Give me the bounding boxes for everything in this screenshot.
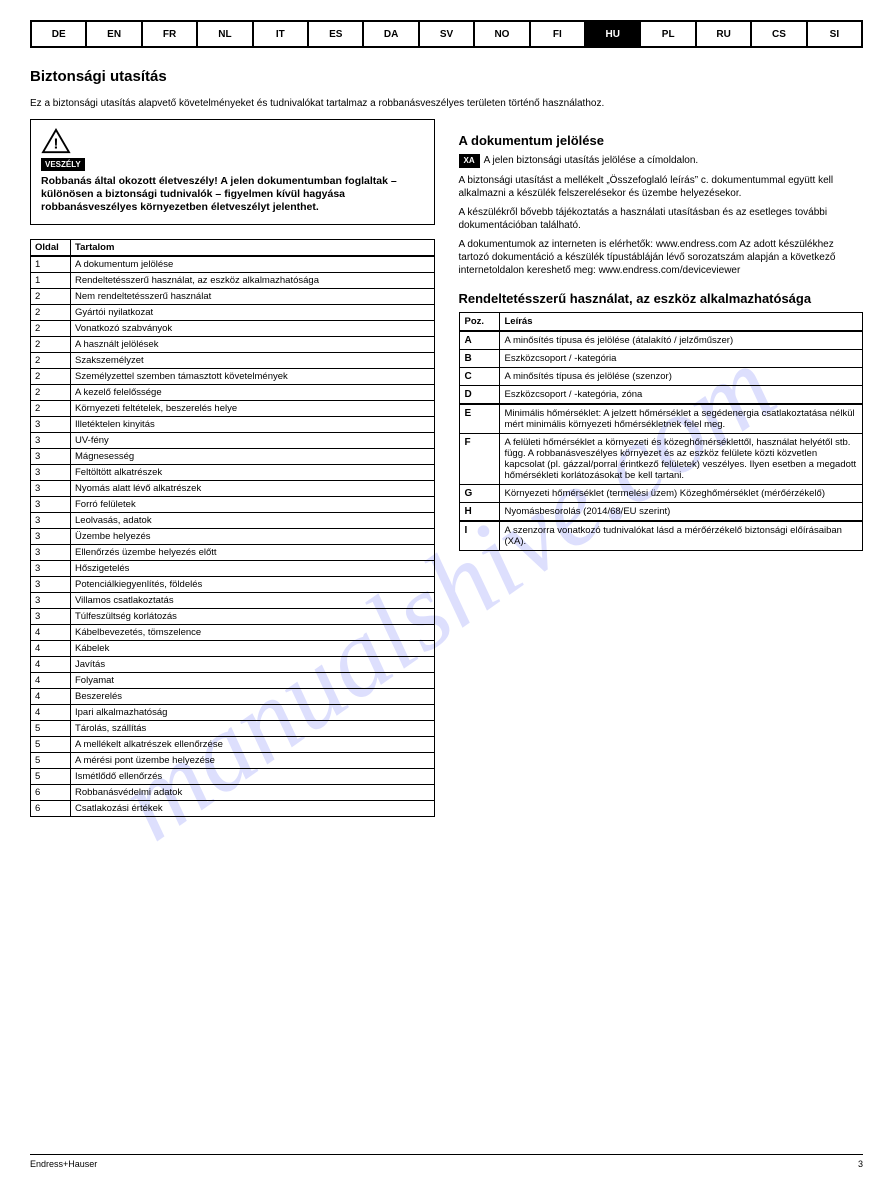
table-row: 1Rendeltetésszerű használat, az eszköz a… [31, 272, 435, 288]
table-row: 5A mellékelt alkatrészek ellenőrzése [31, 736, 435, 752]
doc-p1: A biztonsági utasítást a mellékelt „Össz… [459, 174, 864, 200]
lang-tab-da[interactable]: DA [364, 22, 419, 46]
lang-tab-hu[interactable]: HU [586, 22, 641, 46]
intro-text: Ez a biztonsági utasítás alapvető követe… [30, 97, 863, 111]
lang-tab-si[interactable]: SI [808, 22, 861, 46]
table-row: AA minősítés típusa és jelölése (átalakí… [459, 331, 863, 350]
table-row: IA szenzorra vonatkozó tudnivalókat lásd… [459, 521, 863, 551]
table-row: 3Ellenőrzés üzembe helyezés előtt [31, 544, 435, 560]
table-row: 3Nyomás alatt lévő alkatrészek [31, 480, 435, 496]
table-row: EMinimális hőmérséklet: A jelzett hőmérs… [459, 404, 863, 434]
table-row: DEszközcsoport / -kategória, zóna [459, 385, 863, 404]
right-title: Rendeltetésszerű használat, az eszköz al… [459, 291, 864, 306]
toc-h-content: Tartalom [71, 239, 435, 256]
lang-tab-nl[interactable]: NL [198, 22, 253, 46]
table-row: GKörnyezeti hőmérséklet (termelési üzem)… [459, 484, 863, 502]
table-row: CA minősítés típusa és jelölése (szenzor… [459, 367, 863, 385]
language-bar: DEENFRNLITESDASVNOFIHUPLRUCSSI [30, 20, 863, 48]
lang-tab-sv[interactable]: SV [420, 22, 475, 46]
table-row: 3Leolvasás, adatok [31, 512, 435, 528]
doc-p3: A dokumentumok az interneten is elérhető… [459, 238, 864, 277]
doc-marker-tag: XA [459, 154, 480, 168]
table-row: 2Gyártói nyilatkozat [31, 304, 435, 320]
table-row: 3Feltöltött alkatrészek [31, 464, 435, 480]
table-row: 2Környezeti feltételek, beszerelés helye [31, 400, 435, 416]
lang-tab-de[interactable]: DE [32, 22, 87, 46]
doc-marker-line: XA A jelen biztonsági utasítás jelölése a… [459, 154, 864, 168]
table-row: 5Tárolás, szállítás [31, 720, 435, 736]
page: DEENFRNLITESDASVNOFIHUPLRUCSSI Biztonság… [0, 0, 893, 837]
table-row: 4Folyamat [31, 672, 435, 688]
lang-tab-it[interactable]: IT [254, 22, 309, 46]
table-row: 6Csatlakozási értékek [31, 800, 435, 816]
right-column: A dokumentum jelölése XA A jelen biztonsá… [459, 119, 864, 817]
table-row: 2A kezelő felelőssége [31, 384, 435, 400]
section-title: Biztonsági utasítás [30, 68, 863, 85]
toc-h-page: Oldal [31, 239, 71, 256]
footer: Endress+Hauser 3 [30, 1154, 863, 1169]
lang-tab-pl[interactable]: PL [641, 22, 696, 46]
table-row: 3Potenciálkiegyenlítés, földelés [31, 576, 435, 592]
table-row: 3UV-fény [31, 432, 435, 448]
warning-icon: ! [41, 128, 71, 154]
table-row: 5Ismétlődő ellenőrzés [31, 768, 435, 784]
svg-text:!: ! [54, 136, 59, 152]
table-row: 1A dokumentum jelölése [31, 256, 435, 273]
table-row: 3Túlfeszültség korlátozás [31, 608, 435, 624]
table-row: 6Robbanásvédelmi adatok [31, 784, 435, 800]
warning-text: Robbanás által okozott életveszély! A je… [41, 175, 424, 214]
warning-box: ! VESZÉLY Robbanás által okozott életves… [30, 119, 435, 225]
table-row: 3Mágnesesség [31, 448, 435, 464]
doc-marker-desc: A jelen biztonsági utasítás jelölése a c… [484, 155, 699, 166]
table-row: 4Kábelbevezetés, tömszelence [31, 624, 435, 640]
lang-tab-no[interactable]: NO [475, 22, 530, 46]
spec-h-desc: Leírás [499, 312, 863, 331]
table-row: 4Beszerelés [31, 688, 435, 704]
table-row: 4Javítás [31, 656, 435, 672]
table-row: 2Nem rendeltetésszerű használat [31, 288, 435, 304]
table-row: BEszközcsoport / -kategória [459, 349, 863, 367]
table-row: 3Hőszigetelés [31, 560, 435, 576]
table-row: 3Villamos csatlakoztatás [31, 592, 435, 608]
table-row: FA felületi hőmérséklet a környezeti és … [459, 433, 863, 484]
lang-tab-cs[interactable]: CS [752, 22, 807, 46]
table-row: 3Illetéktelen kinyitás [31, 416, 435, 432]
lang-tab-ru[interactable]: RU [697, 22, 752, 46]
table-row: 3Üzembe helyezés [31, 528, 435, 544]
table-row: HNyomásbesorolás (2014/68/EU szerint) [459, 502, 863, 521]
table-row: 4Ipari alkalmazhatóság [31, 704, 435, 720]
lang-tab-fi[interactable]: FI [531, 22, 586, 46]
table-row: 2Szakszemélyzet [31, 352, 435, 368]
warning-label: VESZÉLY [41, 158, 85, 171]
doc-p2: A készülékről bővebb tájékoztatás a hasz… [459, 206, 864, 232]
left-column: ! VESZÉLY Robbanás által okozott életves… [30, 119, 435, 817]
spec-h-pos: Poz. [459, 312, 499, 331]
table-row: 2A használt jelölések [31, 336, 435, 352]
lang-tab-fr[interactable]: FR [143, 22, 198, 46]
toc-table: OldalTartalom 1A dokumentum jelölése1Ren… [30, 239, 435, 817]
table-row: 3Forró felületek [31, 496, 435, 512]
table-row: 2Vonatkozó szabványok [31, 320, 435, 336]
doc-title: A dokumentum jelölése [459, 133, 864, 148]
footer-right: 3 [858, 1159, 863, 1169]
table-row: 2Személyzettel szemben támasztott követe… [31, 368, 435, 384]
table-row: 5A mérési pont üzembe helyezése [31, 752, 435, 768]
table-row: 4Kábelek [31, 640, 435, 656]
lang-tab-es[interactable]: ES [309, 22, 364, 46]
lang-tab-en[interactable]: EN [87, 22, 142, 46]
footer-left: Endress+Hauser [30, 1159, 97, 1169]
spec-table: Poz.Leírás AA minősítés típusa és jelölé… [459, 312, 864, 551]
